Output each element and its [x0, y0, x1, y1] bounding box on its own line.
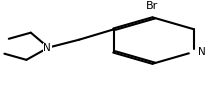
Text: N: N: [43, 43, 51, 53]
Text: N: N: [198, 47, 206, 57]
Text: Br: Br: [146, 1, 158, 11]
